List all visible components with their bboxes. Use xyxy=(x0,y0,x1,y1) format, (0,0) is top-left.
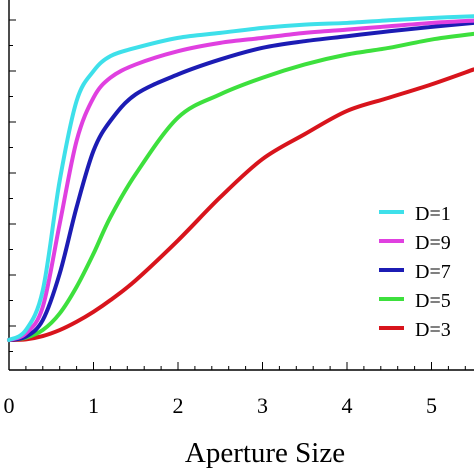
legend-label: D=9 xyxy=(415,232,451,254)
x-tick-label: 4 xyxy=(342,393,353,418)
legend-label: D=3 xyxy=(415,319,451,341)
legend-label: D=7 xyxy=(415,261,451,283)
x-axis-label: Aperture Size xyxy=(185,437,345,469)
x-tick-label: 0 xyxy=(4,393,15,418)
axes: 0 1 2 3 4 5 xyxy=(4,0,474,418)
x-tick-label: 2 xyxy=(173,393,184,418)
legend-label: D=5 xyxy=(415,290,451,312)
series-line-d1 xyxy=(7,14,474,342)
series-line-d3 xyxy=(7,67,474,342)
series-line-d9 xyxy=(7,18,474,342)
legend-label: D=1 xyxy=(415,203,451,225)
series-lines xyxy=(7,14,474,342)
x-tick-label: 1 xyxy=(88,393,99,418)
x-tick-label: 5 xyxy=(426,393,437,418)
legend: D=1 D=9 D=7 D=5 D=3 xyxy=(379,203,451,341)
series-line-d5 xyxy=(7,31,474,342)
series-line-d7 xyxy=(7,20,474,342)
x-tick-label: 3 xyxy=(257,393,268,418)
